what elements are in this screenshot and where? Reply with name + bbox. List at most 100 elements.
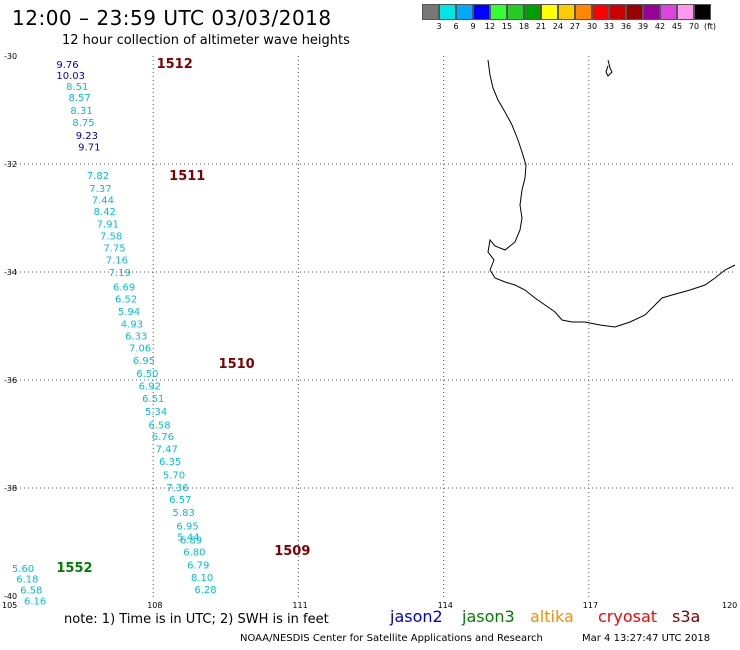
wave-height-value: 7.47 [156,445,178,456]
scale-swatch [609,4,626,20]
wave-height-value: 7.82 [87,171,109,182]
track-labels: 1512 1511 1510 1509 1552 [56,57,310,576]
track-id-label: 1510 [219,357,255,372]
wave-height-value: 9.76 [56,60,78,71]
scale-tick: 30 [586,22,598,31]
wave-height-value: 5.70 [163,471,185,482]
wave-height-value: 7.91 [97,219,119,230]
wave-height-value: 6.69 [113,283,135,294]
scale-tick: 45 [671,22,683,31]
wave-height-value: 6.16 [24,596,46,607]
scale-swatch [456,4,473,20]
scale-swatch [677,4,694,20]
wave-height-value: 5.34 [145,407,167,418]
map-subtitle: 12 hour collection of altimeter wave hei… [62,33,350,48]
wave-height-value: 7.37 [89,184,111,195]
wave-height-value: 8.31 [70,106,92,117]
latitude-label: -36 [4,376,17,385]
track-id-label: 1511 [169,169,205,184]
scale-tick: 12 [484,22,496,31]
scale-tick: 6 [453,22,459,31]
scale-swatch [541,4,558,20]
wave-height-value: 6.51 [142,394,164,405]
satellite-legend-item: cryosat [598,607,658,626]
scale-tick: 24 [552,22,564,31]
scale-swatch [439,4,456,20]
footnote: note: 1) Time is in UTC; 2) SWH is in fe… [64,612,329,627]
latitude-label: -32 [4,160,17,169]
scale-tick: 42 [654,22,666,31]
wave-height-value: 4.93 [121,319,143,330]
longitude-label: 114 [438,601,453,610]
wave-height-value: 6.57 [169,495,191,506]
track-id-label: 1552 [56,561,92,576]
scale-tick: 18 [518,22,530,31]
track-id-label: 1512 [157,57,193,72]
wave-height-value: 6.50 [136,369,158,380]
wave-height-value: 6.18 [16,575,38,586]
island-coastline [605,59,613,77]
wave-height-value: 7.19 [109,268,131,279]
wave-height-value: 6.58 [20,586,42,597]
scale-tick: 33 [603,22,615,31]
wave-height-value: 6.35 [159,457,181,468]
longitude-label: 108 [147,601,162,610]
wave-height-value: 7.06 [129,344,151,355]
wave-height-value: 7.44 [92,196,114,207]
wave-height-color-scale: 3 6 9 12 15 18 21 24 27 30 33 36 39 42 45 70 (ft) [422,4,716,34]
wave-height-value: 6.33 [125,332,147,343]
longitude-label: 105 [2,601,17,610]
wave-height-value: 10.03 [56,71,85,82]
longitude-label: 117 [583,601,598,610]
credit-text: NOAA/NESDIS Center for Satellite Applica… [240,633,543,644]
scale-swatch [694,4,711,20]
satellite-legend-item: jason3 [462,607,515,626]
scale-swatch [592,4,609,20]
scale-tick: 15 [501,22,513,31]
latitude-label: -40 [4,592,17,601]
scale-swatch [626,4,643,20]
scale-swatch [558,4,575,20]
wave-height-value: 6.95 [133,356,155,367]
wave-height-value: 6.79 [187,561,209,572]
color-scale-ticks: 3 6 9 12 15 18 21 24 27 30 33 36 39 42 45 70 (ft) [422,20,716,34]
scale-swatch [422,4,439,20]
scale-swatch [473,4,490,20]
wave-height-value: 5.94 [118,307,140,318]
scale-tick: 27 [569,22,581,31]
track-id-label: 1509 [274,544,310,559]
wave-height-value: 9.71 [78,143,100,154]
scale-swatch [507,4,524,20]
scale-tick: 3 [436,22,442,31]
wave-height-value: 5.60 [12,564,34,575]
scale-tick: 21 [535,22,547,31]
longitude-label: 111 [292,601,307,610]
wave-height-value: 6.76 [152,432,174,443]
wave-height-value: 8.57 [69,93,91,104]
wave-height-value: 6.89 [180,535,202,546]
scale-swatch [575,4,592,20]
wave-height-value: 8.75 [72,118,94,129]
australia-coastline [487,59,736,328]
wave-height-value: 6.58 [148,420,170,431]
wave-height-value: 6.52 [115,294,137,305]
scale-swatch [643,4,660,20]
scale-tick: 9 [470,22,476,31]
map-title: 12:00 – 23:59 UTC 03/03/2018 [12,6,332,30]
scale-swatch [660,4,677,20]
wave-height-value: 9.23 [76,131,98,142]
wave-height-value: 7.58 [100,231,122,242]
wave-height-value: 7.16 [106,256,128,267]
wave-height-value: 8.10 [191,573,213,584]
latitude-label: -34 [4,268,17,277]
wave-height-value: 7.36 [166,483,188,494]
timestamp-text: Mar 4 13:27:47 UTC 2018 [582,633,711,644]
color-scale-swatches [422,4,711,20]
wave-height-value: 8.42 [94,207,116,218]
satellite-legend-item: jason2 [390,607,443,626]
wave-height-value: 5.83 [173,508,195,519]
wave-height-value: 7.75 [103,244,125,255]
